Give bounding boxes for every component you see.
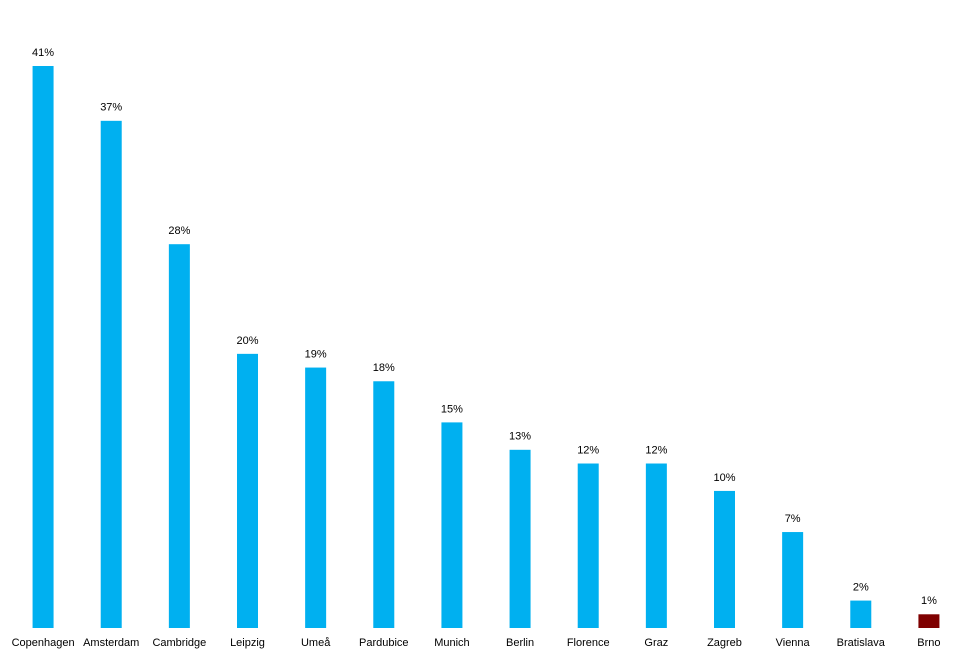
data-label: 15% [441, 403, 463, 415]
x-tick-label: Copenhagen [12, 637, 75, 649]
x-tick-label: Bratislava [837, 637, 886, 649]
bar [577, 463, 599, 628]
bar [850, 600, 872, 628]
data-label: 20% [236, 335, 258, 347]
data-label: 12% [577, 444, 599, 456]
x-tick-label: Munich [434, 637, 469, 649]
bar [32, 66, 54, 628]
data-label: 10% [713, 472, 735, 484]
x-tick-label: Brno [917, 637, 940, 649]
x-tick-label: Umeå [301, 637, 331, 649]
bar [509, 449, 531, 628]
data-label: 7% [785, 513, 801, 525]
bar [441, 422, 463, 628]
x-tick-label: Florence [567, 637, 610, 649]
data-label: 2% [853, 581, 869, 593]
data-label: 19% [305, 348, 327, 360]
bar [100, 120, 122, 628]
bar [714, 490, 735, 628]
data-label: 28% [168, 225, 190, 237]
data-label: 12% [645, 444, 667, 456]
data-label: 18% [373, 362, 395, 374]
x-tick-label: Cambridge [152, 637, 206, 649]
x-tick-label: Amsterdam [83, 637, 139, 649]
data-label: 41% [32, 47, 54, 59]
data-label: 1% [921, 595, 937, 607]
x-tick-label: Pardubice [359, 637, 409, 649]
bar [918, 614, 940, 628]
bar [645, 463, 667, 628]
x-tick-label: Graz [644, 637, 668, 649]
x-tick-label: Zagreb [707, 637, 742, 649]
x-tick-label: Leipzig [230, 637, 265, 649]
x-tick-label: Vienna [776, 637, 811, 649]
bar [373, 381, 395, 628]
data-label: 37% [100, 102, 122, 114]
bar [168, 244, 190, 628]
data-label: 13% [509, 431, 531, 443]
bar [782, 532, 804, 628]
x-tick-label: Berlin [506, 637, 534, 649]
bar [237, 353, 258, 628]
bar [305, 367, 327, 628]
